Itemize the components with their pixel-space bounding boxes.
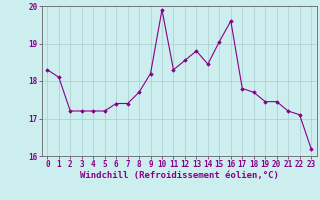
X-axis label: Windchill (Refroidissement éolien,°C): Windchill (Refroidissement éolien,°C) [80, 171, 279, 180]
